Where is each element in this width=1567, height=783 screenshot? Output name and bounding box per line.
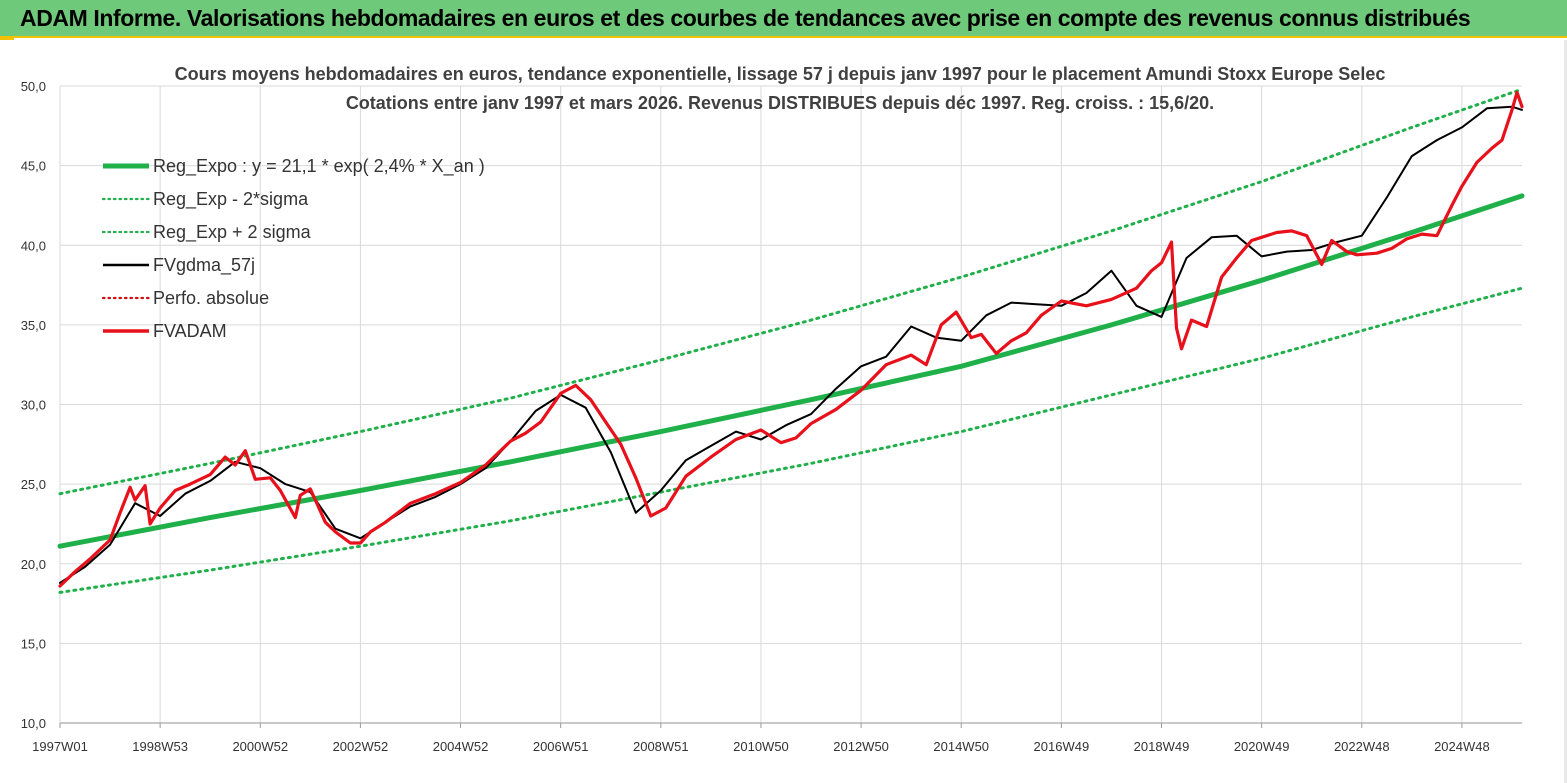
y-tick-label: 10,0 [21,716,46,731]
series-line-5 [58,90,1524,588]
y-tick-label: 50,0 [21,79,46,94]
series-line-2 [58,87,1524,496]
legend-label-0: Reg_Expo : y = 21,1 * exp( 2,4% * X_an ) [153,156,485,177]
legend-label-2: Reg_Exp + 2 sigma [153,222,312,243]
chart-series [57,87,1525,594]
x-tick-label: 2012W50 [833,739,889,754]
x-tick-label: 2002W52 [333,739,389,754]
y-tick-label: 45,0 [21,159,46,174]
chart-subtitle: Cotations entre janv 1997 et mars 2026. … [346,93,1214,113]
x-tick-label: 1997W01 [32,739,88,754]
chart-gridlines [59,85,1522,724]
chart-axes: 10,0 15,0 20,0 25,0 30,0 35,0 40,0 45,0 50,0 1997… [21,79,1522,754]
x-tick-label: 2010W50 [733,739,789,754]
x-tick-label: 2018W49 [1134,739,1190,754]
y-tick-label: 35,0 [21,318,46,333]
legend-label-4: Perfo. absolue [153,288,269,308]
x-tick-label: 2014W50 [933,739,989,754]
x-tick-label: 2004W52 [433,739,489,754]
x-tick-label: 2024W48 [1434,739,1490,754]
series-line-1 [58,286,1524,594]
report-title: ADAM Informe. Valorisations hebdomadaire… [20,5,1471,31]
y-tick-label: 40,0 [21,238,46,253]
chart-legend: Reg_Expo : y = 21,1 * exp( 2,4% * X_an )… [101,156,485,341]
y-tick-label: 30,0 [21,398,46,413]
x-tick-label: 1998W53 [132,739,188,754]
x-tick-label: 2022W48 [1334,739,1390,754]
x-tick-label: 2008W51 [633,739,689,754]
chart-title: Cours moyens hebdomadaires en euros, ten… [175,64,1386,84]
chart-area: 10,0 15,0 20,0 25,0 30,0 35,0 40,0 45,0 50,0 1997… [0,40,1567,783]
series-line-3 [59,105,1523,584]
y-tick-label: 15,0 [21,636,46,651]
legend-label-3: FVgdma_57j [153,255,255,276]
trend-chart: 10,0 15,0 20,0 25,0 30,0 35,0 40,0 45,0 50,0 1997… [21,64,1525,754]
banner-accent-bar [0,36,14,40]
x-tick-label: 2006W51 [533,739,589,754]
legend-label-5: FVADAM [153,321,227,341]
report-banner: ADAM Informe. Valorisations hebdomadaire… [0,0,1567,38]
series-line-0 [57,193,1525,549]
x-tick-label: 2000W52 [232,739,288,754]
x-tick-label: 2016W49 [1034,739,1090,754]
y-tick-label: 25,0 [21,477,46,492]
legend-label-1: Reg_Exp - 2*sigma [153,189,309,210]
y-tick-label: 20,0 [21,557,46,572]
chart-title-block: Cours moyens hebdomadaires en euros, ten… [175,64,1386,113]
x-tick-label: 2020W49 [1234,739,1290,754]
